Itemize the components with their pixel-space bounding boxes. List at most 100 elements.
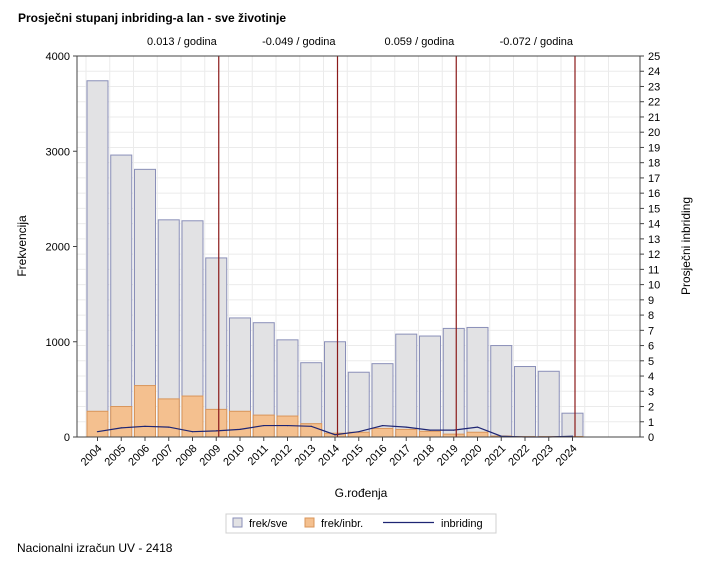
y2-tick-label: 6 [648, 341, 654, 353]
y2-tick-label: 15 [648, 203, 660, 215]
point-inbriding [239, 428, 241, 430]
y-tick-label: 2000 [46, 242, 70, 254]
bar-frek-inbr [395, 428, 418, 438]
y2-tick-label: 9 [648, 295, 654, 307]
point-inbriding [191, 431, 194, 433]
bar-frek-sve [86, 80, 109, 438]
y2-axis-label: Prosječni inbriding [679, 197, 693, 295]
bar-frek-sve [419, 335, 441, 438]
x-tick-label: 2016 [364, 443, 390, 469]
y2-tick-label: 1 [648, 417, 654, 429]
bar-frek-sve [537, 370, 560, 438]
y2-tick-label: 5 [648, 356, 654, 368]
legend-label-frek-sve: frek/sve [249, 518, 288, 530]
bar-frek-sve [395, 333, 418, 438]
y2-tick-label: 24 [648, 66, 660, 78]
bar-frek-sve [347, 371, 370, 438]
x-tick-label: 2010 [221, 443, 247, 469]
y2-tick-label: 14 [648, 219, 660, 231]
x-tick-label: 2012 [269, 443, 295, 469]
point-inbriding [215, 430, 217, 432]
y-tick-label: 1000 [46, 337, 70, 349]
x-tick-label: 2013 [293, 443, 319, 469]
y2-tick-label: 20 [648, 127, 660, 139]
x-tick-label: 2024 [554, 443, 580, 469]
point-inbriding [310, 425, 312, 427]
bar-frek-inbr [276, 415, 299, 438]
x-tick-label: 2009 [198, 443, 224, 469]
point-inbriding [96, 431, 99, 433]
x-tick-label: 2005 [103, 443, 129, 469]
legend-label-frek-inbr: frek/inbr. [321, 518, 363, 530]
x-tick-label: 2020 [459, 443, 485, 469]
y2-tick-label: 25 [648, 51, 660, 63]
y2-tick-label: 11 [648, 264, 659, 276]
x-tick-label: 2023 [530, 443, 556, 469]
x-tick-label: 2011 [246, 443, 271, 468]
bar-frek-inbr [86, 410, 109, 438]
chart-title: Prosječni stupanj inbriding-a lan - sve … [18, 11, 287, 25]
bar-frek-sve [466, 326, 489, 438]
x-tick-label: 2007 [150, 443, 176, 469]
x-tick-label: 2006 [126, 443, 152, 469]
x-axis-label: G.rođenja [335, 486, 388, 500]
bar-frek-inbr [157, 398, 180, 438]
y2-tick-label: 3 [648, 386, 654, 398]
y2-tick-label: 13 [648, 234, 660, 246]
point-inbriding [381, 424, 384, 427]
chart-footnote: Nacionalni izračun UV - 2418 [17, 541, 173, 555]
x-tick-label: 2017 [388, 443, 414, 469]
bar-frek-sve [490, 345, 513, 438]
legend-swatch-frek-sve [232, 517, 243, 528]
point-inbriding [334, 434, 336, 436]
legend-box [225, 513, 497, 534]
point-inbriding [358, 431, 360, 433]
reference-line-label: -0.049 / godina [262, 36, 336, 48]
y-tick-label: 3000 [46, 146, 70, 158]
y2-tick-label: 4 [648, 371, 654, 383]
x-tick-label: 2015 [340, 443, 366, 469]
y2-tick-label: 17 [648, 173, 660, 185]
legend-label-inbriding: inbriding [441, 518, 483, 530]
point-inbriding [263, 424, 265, 427]
point-inbriding [429, 429, 431, 431]
y2-tick-label: 22 [648, 97, 660, 109]
bar-frek-inbr [229, 410, 251, 438]
x-tick-label: 2014 [316, 443, 342, 469]
x-tick-label: 2018 [411, 443, 437, 469]
x-tick-label: 2004 [79, 443, 105, 469]
bar-frek-inbr [419, 430, 441, 438]
reference-line-label: 0.013 / godina [147, 36, 218, 48]
bar-frek-inbr [134, 385, 156, 438]
bar-frek-inbr [205, 408, 228, 438]
bar-frek-inbr [466, 431, 489, 438]
x-tick-label: 2021 [483, 443, 509, 469]
bar-frek-sve [514, 366, 536, 438]
y-tick-label: 4000 [46, 51, 70, 63]
bar-frek-sve [561, 412, 584, 438]
y-tick-label: 0 [64, 432, 70, 444]
bar-frek-sve [110, 154, 133, 438]
y2-tick-label: 8 [648, 310, 654, 322]
reference-line-label: 0.059 / godina [385, 36, 456, 48]
bar-frek-sve [442, 327, 465, 438]
point-inbriding [286, 424, 289, 427]
point-inbriding [168, 426, 170, 428]
x-tick-label: 2008 [174, 443, 200, 469]
point-inbriding [453, 429, 455, 431]
bar-frek-inbr [110, 406, 133, 438]
y2-tick-label: 16 [648, 188, 660, 200]
legend-swatch-frek-inbr [304, 517, 315, 528]
y2-tick-label: 0 [648, 432, 654, 444]
y2-tick-label: 10 [648, 280, 660, 292]
x-tick-label: 2022 [506, 443, 532, 469]
point-inbriding [144, 425, 146, 427]
y2-tick-label: 21 [648, 112, 660, 124]
bar-frek-inbr [371, 427, 394, 438]
reference-line-label: -0.072 / godina [500, 36, 574, 48]
point-inbriding [120, 427, 122, 429]
point-inbriding [476, 426, 479, 428]
point-inbriding [405, 426, 407, 428]
y2-tick-label: 18 [648, 158, 660, 170]
